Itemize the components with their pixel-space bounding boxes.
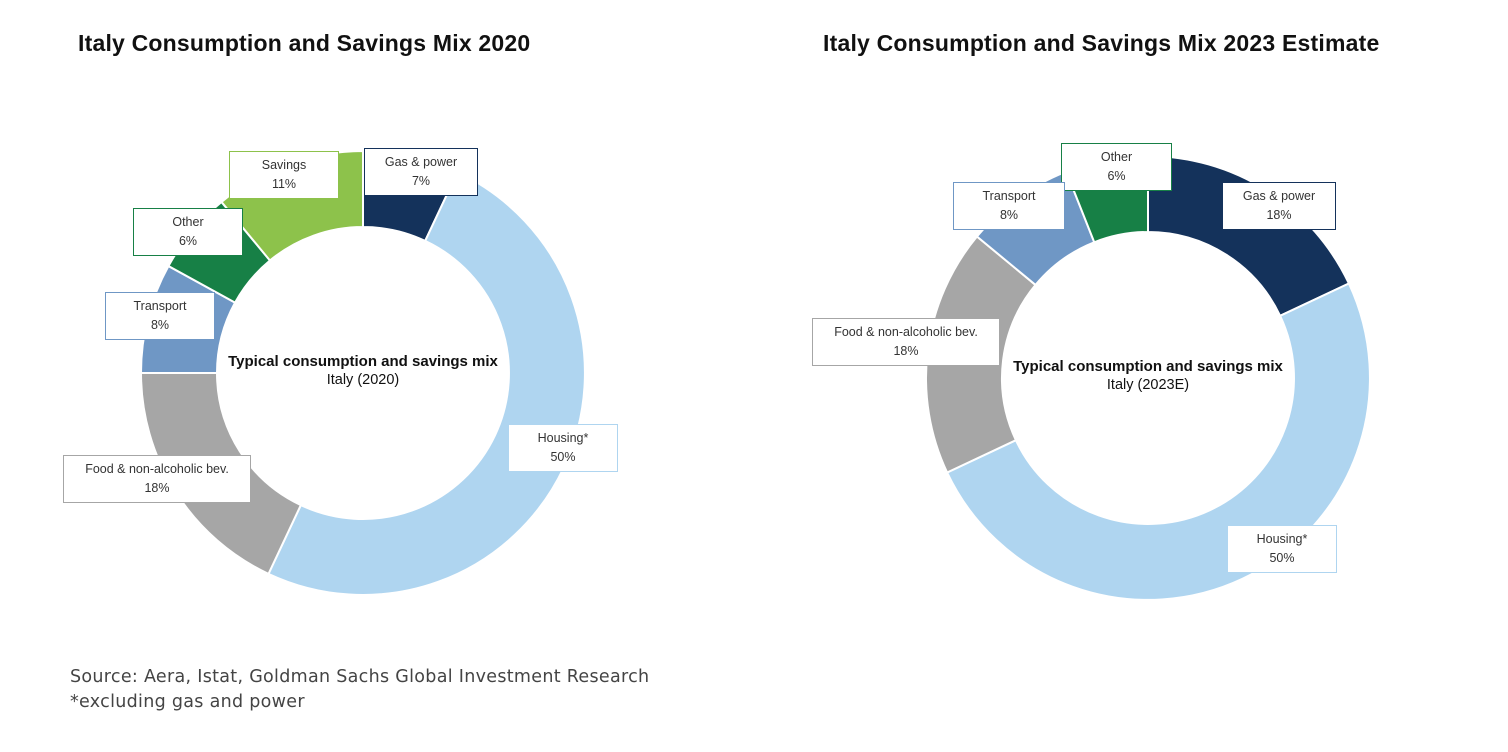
slice-label-name: Food & non-alcoholic bev.: [834, 325, 978, 339]
slice-label-value: 18%: [1266, 208, 1292, 222]
slice-label-value: 8%: [150, 318, 170, 332]
slice-label-transport: Transport 8%: [953, 182, 1065, 230]
slice-label-transport: Transport 8%: [105, 292, 215, 340]
slice-label-name: Transport: [982, 189, 1036, 203]
donut-slice-gas-power: [1147, 154, 1351, 318]
slice-label-name: Other: [172, 215, 204, 229]
chart-title-2020: Italy Consumption and Savings Mix 2020: [78, 30, 531, 56]
donut-slice-housing: [267, 170, 586, 596]
slice-label-value: 50%: [1269, 551, 1295, 565]
slice-label-gas-power: Gas & power 7%: [364, 148, 478, 196]
center-title: Typical consumption and savings mix: [228, 353, 498, 370]
chart-title-2023: Italy Consumption and Savings Mix 2023 E…: [823, 30, 1380, 56]
donut-slice-housing: [945, 282, 1371, 601]
slice-label-value: 6%: [1107, 169, 1126, 183]
slice-label-value: 18%: [893, 344, 919, 358]
center-subtitle: Italy (2023E): [1106, 377, 1190, 393]
slice-label-housing: Housing* 50%: [508, 424, 618, 472]
slice-label-savings: Savings 11%: [229, 151, 339, 199]
center-label-2023: Typical consumption and savings mix Ital…: [998, 358, 1298, 393]
slice-label-food: Food & non-alcoholic bev. 18%: [812, 318, 1000, 366]
slice-label-name: Other: [1100, 150, 1133, 164]
footnote: *excluding gas and power: [70, 692, 305, 712]
slice-label-name: Gas & power: [1242, 189, 1316, 203]
slice-label-housing: Housing* 50%: [1227, 525, 1337, 573]
slice-label-value: 8%: [999, 208, 1019, 222]
slice-label-name: Transport: [133, 299, 187, 313]
slice-label-value: 18%: [144, 481, 170, 495]
center-subtitle: Italy (2020): [326, 372, 400, 388]
slice-label-value: 11%: [271, 177, 297, 191]
slice-label-name: Gas & power: [384, 155, 458, 169]
slice-label-name: Housing*: [537, 431, 589, 445]
slice-label-name: Food & non-alcoholic bev.: [85, 462, 229, 476]
slice-label-other: Other 6%: [1061, 143, 1172, 191]
slice-label-other: Other 6%: [133, 208, 243, 256]
slice-label-gas-power: Gas & power 18%: [1222, 182, 1336, 230]
source-note: Source: Aera, Istat, Goldman Sachs Globa…: [70, 667, 650, 687]
slice-label-value: 7%: [411, 174, 431, 188]
slice-label-name: Savings: [261, 158, 307, 172]
slice-label-food: Food & non-alcoholic bev. 18%: [63, 455, 251, 503]
slice-label-value: 6%: [178, 234, 198, 248]
slice-label-name: Housing*: [1256, 532, 1308, 546]
center-label-2020: Typical consumption and savings mix Ital…: [213, 353, 513, 388]
slice-label-value: 50%: [550, 450, 576, 464]
center-title: Typical consumption and savings mix: [1013, 358, 1283, 375]
